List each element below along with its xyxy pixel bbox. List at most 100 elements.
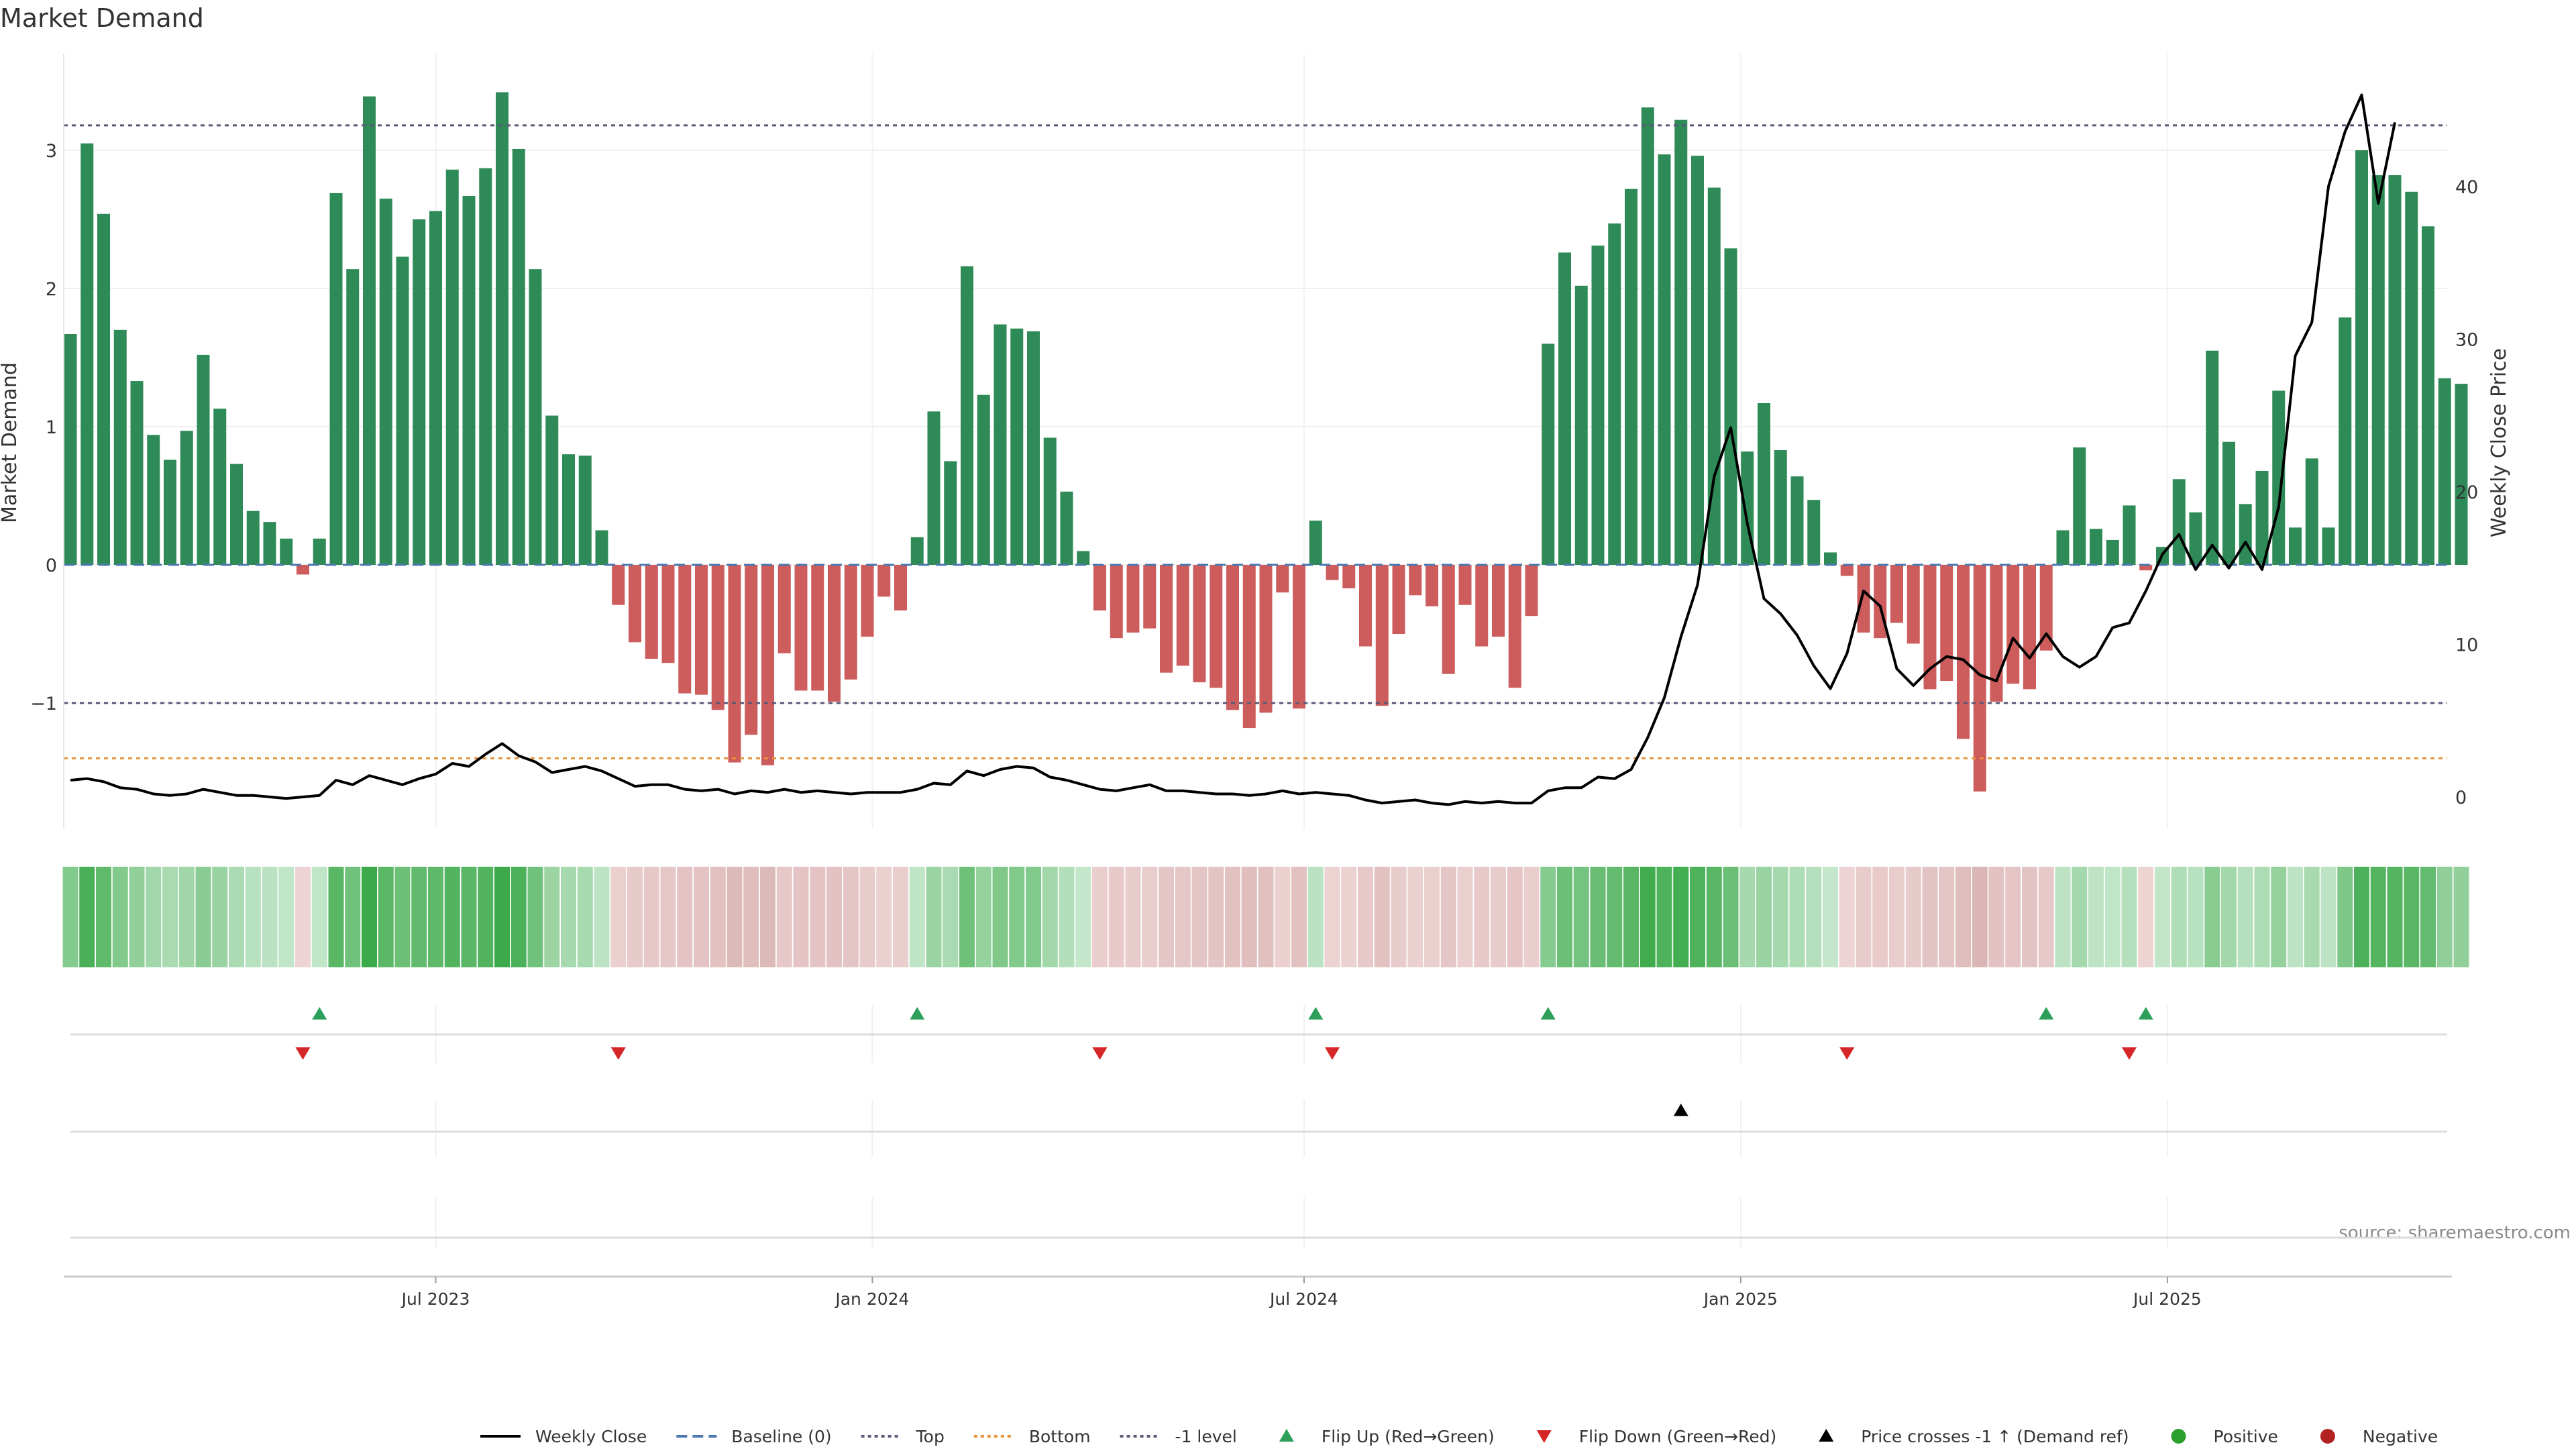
demand-bar	[844, 565, 857, 680]
heat-cell	[527, 867, 543, 967]
demand-bar	[2405, 191, 2418, 565]
flip-up-marker	[312, 1007, 327, 1020]
heat-cell	[511, 867, 527, 967]
demand-bar	[745, 565, 758, 735]
y2-tick-label: 30	[2455, 330, 2478, 351]
demand-bar	[1458, 565, 1472, 605]
demand-bar	[1508, 565, 1521, 688]
demand-bar	[1923, 565, 1937, 690]
demand-bar	[180, 431, 193, 565]
heat-cell	[79, 867, 95, 967]
demand-bar	[1857, 565, 1870, 633]
x-tick-label: Jan 2024	[834, 1289, 909, 1309]
heat-cell	[1026, 867, 1041, 967]
heat-cell	[1922, 867, 1938, 967]
heat-cell	[1988, 867, 2004, 967]
demand-bar	[512, 148, 525, 565]
source-note: source: sharemaestro.com	[2339, 1223, 2571, 1243]
demand-bar	[678, 565, 692, 694]
heat-cell	[2237, 867, 2253, 967]
demand-bar	[861, 565, 874, 637]
heat-cell	[278, 867, 294, 967]
heat-cell	[2254, 867, 2270, 967]
chart-title: Market Demand	[0, 3, 204, 33]
demand-bar	[1807, 500, 1821, 565]
heat-cell	[826, 867, 842, 967]
heat-cell	[810, 867, 826, 967]
x-tick-label: Jul 2023	[400, 1289, 470, 1309]
legend-swatch-negative	[2320, 1429, 2335, 1444]
demand-bar	[80, 143, 94, 565]
heat-cell	[2072, 867, 2088, 967]
heat-strip-layer	[62, 867, 2469, 967]
demand-bar	[1525, 565, 1538, 616]
demand-bar	[794, 565, 808, 691]
demand-bar	[1724, 248, 1737, 565]
demand-bar	[695, 565, 708, 695]
demand-bar	[147, 435, 160, 565]
legend-label-flip-up: Flip Up (Red→Green)	[1322, 1427, 1495, 1446]
heat-cell	[2354, 867, 2369, 967]
demand-bar	[1824, 552, 1837, 565]
flip-down-marker	[2122, 1047, 2137, 1060]
demand-bar	[711, 565, 724, 710]
heat-cell	[1474, 867, 1490, 967]
demand-bar	[2222, 441, 2235, 565]
demand-bar	[1442, 565, 1455, 674]
y-axis-label: Market Demand	[0, 362, 21, 523]
heat-cell	[1856, 867, 1872, 967]
heat-cell	[2022, 867, 2037, 967]
heat-cell	[2387, 867, 2403, 967]
heat-cell	[2453, 867, 2469, 967]
heat-cell	[1391, 867, 1407, 967]
demand-bar	[977, 394, 990, 565]
demand-bar	[1940, 565, 1953, 682]
demand-bar	[2123, 505, 2136, 565]
demand-bar	[2371, 175, 2385, 566]
heat-cell	[1905, 867, 1921, 967]
demand-bar	[2388, 175, 2402, 566]
demand-bar	[2339, 317, 2352, 565]
heat-cell	[694, 867, 709, 967]
demand-bar	[1027, 331, 1040, 565]
heat-cell	[1573, 867, 1589, 967]
reference-lines-layer	[64, 124, 2447, 759]
demand-bar	[1242, 565, 1256, 729]
demand-bar	[994, 324, 1007, 565]
heat-cell	[2005, 867, 2021, 967]
heat-cell	[1690, 867, 1705, 967]
demand-bar	[346, 269, 360, 565]
heat-cell	[1108, 867, 1124, 967]
y-tick-label: 2	[46, 279, 57, 300]
price-cross-marker	[1673, 1104, 1688, 1116]
heat-cell	[1341, 867, 1357, 967]
demand-bar	[164, 460, 176, 565]
heat-cell	[394, 867, 411, 967]
demand-bar	[462, 195, 476, 566]
demand-bar	[2355, 150, 2368, 565]
heat-cell	[461, 867, 477, 967]
heat-cell	[2288, 867, 2303, 967]
heat-cell	[1457, 867, 1473, 967]
heat-cell	[1889, 867, 1904, 967]
legend-swatch-flip-up	[1279, 1429, 1294, 1442]
heat-cell	[245, 867, 261, 967]
heat-cell	[1590, 867, 1606, 967]
demand-bar	[1973, 565, 1986, 792]
demand-bar	[562, 454, 575, 565]
demand-bar	[297, 565, 309, 575]
demand-bar	[595, 530, 608, 565]
demand-bar	[877, 565, 891, 597]
heat-cell	[710, 867, 726, 967]
demand-bar	[1758, 402, 1770, 565]
heat-cell	[2271, 867, 2287, 967]
demand-bar	[113, 329, 127, 565]
demand-bar	[97, 213, 110, 565]
heat-cell	[112, 867, 128, 967]
heat-cell	[2420, 867, 2436, 967]
legend-label-price-crosses: Price crosses -1 ↑ (Demand ref)	[1861, 1427, 2129, 1446]
demand-bar	[2289, 527, 2302, 565]
demand-bar	[363, 96, 376, 565]
